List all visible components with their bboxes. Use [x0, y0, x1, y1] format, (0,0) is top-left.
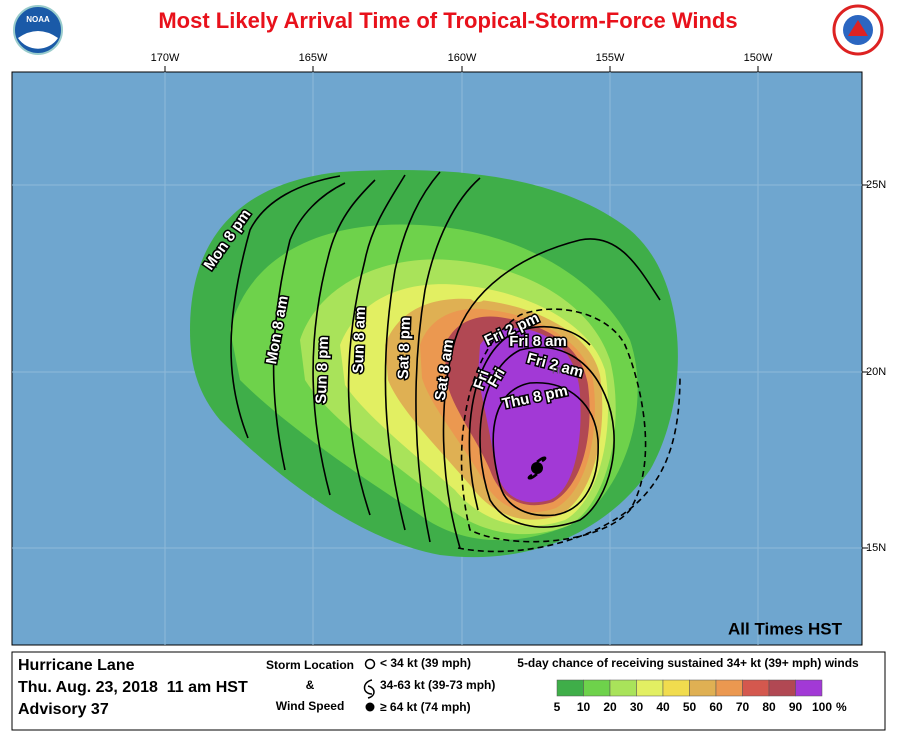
- scale-swatch: [768, 679, 796, 697]
- key-item: ≥ 64 kt (74 mph): [380, 700, 471, 714]
- key-symbol: [363, 679, 375, 699]
- scale-label: 80: [762, 700, 776, 714]
- lat-label: 15N: [866, 542, 886, 554]
- timezone-note: All Times HST: [728, 619, 843, 638]
- scale-label: 70: [736, 700, 750, 714]
- contour-label: Fri 8 am: [509, 333, 567, 350]
- scale-label: 40: [656, 700, 670, 714]
- contour-label: Sat 8 pm: [395, 316, 414, 379]
- key-title: Wind Speed: [276, 699, 345, 713]
- key-item: 34-63 kt (39-73 mph): [380, 678, 495, 692]
- key-symbol: [364, 658, 376, 670]
- advisory-date: Thu. Aug. 23, 2018 11 am HST: [18, 679, 248, 696]
- scale-label: 90: [789, 700, 803, 714]
- lon-label: 170W: [151, 52, 180, 64]
- lon-label: 155W: [596, 52, 625, 64]
- scale-label: 5: [554, 700, 561, 714]
- scale-title: 5-day chance of receiving sustained 34+ …: [517, 656, 859, 670]
- scale-label: 60: [709, 700, 723, 714]
- storm-icon: [527, 456, 547, 480]
- scale-label: 10: [577, 700, 591, 714]
- scale-swatch: [715, 679, 743, 697]
- scale-swatch: [742, 679, 770, 697]
- key-title: Storm Location: [266, 658, 354, 672]
- contour-lines: [230, 171, 681, 553]
- logo-text: NOAA: [26, 15, 50, 24]
- nws-logo: [832, 4, 884, 56]
- scale-swatch: [609, 679, 637, 697]
- key-title: &: [306, 678, 315, 692]
- scale-label: 50: [683, 700, 697, 714]
- scale-swatch: [583, 679, 611, 697]
- scale-label: 30: [630, 700, 644, 714]
- scale-swatch: [795, 679, 823, 697]
- scale-swatch: [662, 679, 690, 697]
- key-symbol: [365, 702, 375, 712]
- lat-label: 25N: [866, 179, 886, 191]
- lat-label: 20N: [866, 366, 886, 378]
- scale-swatch: [556, 679, 584, 697]
- contour-label: Sun 8 am: [350, 306, 369, 373]
- storm-name: Hurricane Lane: [18, 657, 135, 674]
- scale-swatch: [636, 679, 664, 697]
- title: Most Likely Arrival Time of Tropical-Sto…: [158, 8, 737, 33]
- key-item: < 34 kt (39 mph): [380, 656, 471, 670]
- lon-label: 150W: [744, 52, 773, 64]
- advisory-number: Advisory 37: [18, 701, 109, 718]
- contour-label: Sun 8 pm: [313, 336, 332, 404]
- scale-unit: %: [836, 700, 847, 714]
- scale-swatch: [689, 679, 717, 697]
- scale-label: 100: [812, 700, 832, 714]
- noaa-logo: NOAA: [13, 5, 63, 55]
- lon-label: 160W: [448, 52, 477, 64]
- place-label: HI: [552, 365, 561, 375]
- scale-label: 20: [603, 700, 617, 714]
- color-scale: 5 10 20 30 40 50 60 70 80 90 100%: [554, 679, 847, 714]
- lon-label: 165W: [299, 52, 328, 64]
